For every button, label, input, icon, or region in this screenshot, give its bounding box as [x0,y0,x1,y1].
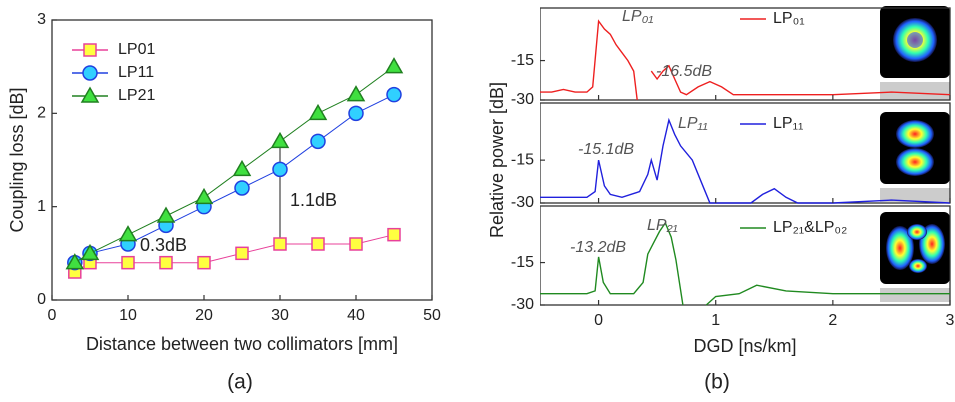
marker [387,227,401,242]
marker [349,237,363,251]
x-tick-label: 20 [195,307,213,324]
marker [232,159,252,177]
marker [384,57,404,74]
x-axis-label: Distance between two collimators [mm] [86,334,398,354]
chart: 0 10 20 30 40 50 [48,19,441,324]
marker [386,86,402,103]
marker [156,206,176,223]
chart [540,102,951,204]
annotation: -16.5dB [656,63,712,80]
x-tick-label: 30 [271,307,289,324]
panel-label: (b) [704,371,730,394]
marker [234,180,250,196]
mode-spot [909,259,927,273]
annotation: LP₁₁ [678,115,708,132]
plot-frame [540,205,951,306]
legend-label: LP11 [118,64,154,81]
x-tick-label: 10 [119,307,137,324]
y-tick-label: -15 [511,254,534,271]
marker [311,237,325,251]
legend-marker [82,65,98,81]
y-axis-label: Relative power [dB] [487,82,507,238]
series-line [540,19,951,101]
annotation: -15.1dB [578,141,634,158]
legend-label: LP21 [118,87,155,104]
marker [348,105,364,122]
x-tick-label: 1 [711,312,720,329]
mode-spot [896,120,934,148]
marker [270,131,290,149]
x-tick-label: 0 [48,307,57,324]
annotation: 1.1dB [290,190,337,210]
y-tick-label: -30 [511,296,534,313]
series-line [540,117,951,204]
legend-label: LP₂₁&LP₀₂ [773,219,847,236]
y-axis-label: Coupling loss [dB] [7,87,27,232]
series-line [540,221,950,306]
annotation: 0.3dB [140,235,187,255]
marker [80,243,100,261]
mode-spot [896,148,934,176]
plot-frame [540,7,951,101]
y-tick-label: 2 [37,105,46,122]
marker [346,85,366,102]
marker [272,161,288,178]
shadow [880,288,950,302]
y-tick-label: 0 [37,291,46,308]
y-tick-label: 3 [37,11,46,28]
marker [65,253,85,270]
y-tick-label: -30 [511,194,534,211]
x-tick-label: 50 [423,307,441,324]
annotation: LP₀₁ [622,8,653,25]
y-tick-label: -30 [511,91,534,108]
series-line [74,94,395,264]
mode-images [880,6,950,302]
shadow [880,188,950,202]
x-tick-label: 3 [946,312,955,329]
shadow [880,82,950,100]
annotation: LP₂₁ [647,217,678,234]
mode-hole [907,32,923,48]
marker [194,187,214,205]
series-line [74,234,395,273]
y-tick-label: 1 [37,198,46,215]
legend-marker [80,86,100,103]
x-tick-label: 40 [347,307,365,324]
marker [159,255,173,270]
series-line [74,66,395,264]
x-tick-label: 0 [594,312,603,329]
marker [273,237,287,251]
x-tick-label: 2 [828,312,837,329]
mode-spot [886,226,914,270]
annotation: -13.2dB [570,239,626,256]
x-axis-label: DGD [ns/km] [693,336,796,356]
chart: 0 1 2 3 [540,205,955,329]
legend-label: LP01 [118,41,155,58]
marker [235,246,249,261]
marker [118,225,138,242]
marker [121,255,135,270]
plot-frame [51,19,433,301]
legend-marker [83,43,97,57]
legend-label: LP₀₁ [773,10,805,27]
chart [540,7,951,101]
y-tick-label: -15 [511,151,534,168]
marker [308,103,328,121]
marker [197,255,211,270]
mode-spot [907,224,927,240]
y-tick-label: -15 [511,52,534,69]
marker [310,133,326,150]
legend-label: LP₁₁ [773,115,803,132]
panel-label: (a) [227,371,253,394]
